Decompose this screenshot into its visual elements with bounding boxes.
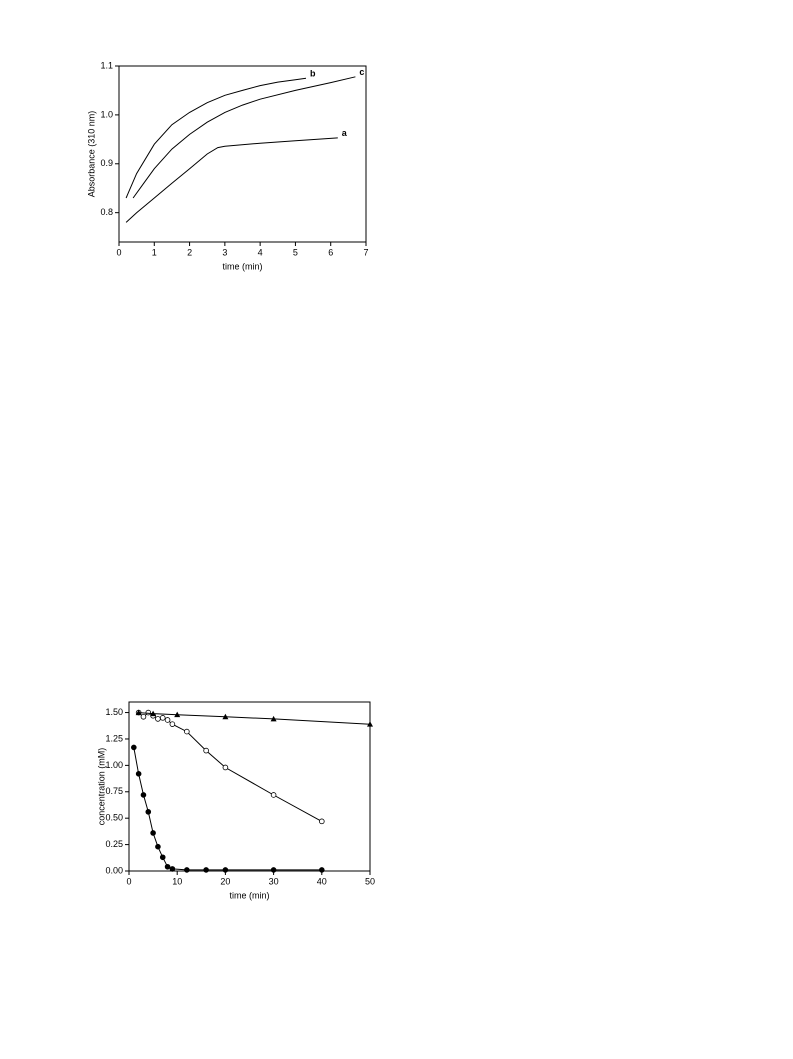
filled-circle-marker (150, 830, 156, 836)
x-tick-label: 5 (293, 247, 298, 257)
x-tick-label: 40 (317, 876, 327, 886)
x-tick-label: 3 (222, 247, 227, 257)
y-tick-label: 1.1 (100, 60, 113, 70)
y-axis-label: concentration (mM) (96, 748, 106, 826)
plot-frame (118, 65, 367, 243)
series-line (125, 137, 338, 223)
x-tick-label: 4 (258, 247, 263, 257)
filled-circle-marker (140, 792, 147, 798)
filled-circle-marker (318, 867, 325, 873)
triangle-marker (367, 721, 373, 727)
open-circle-marker (270, 792, 277, 798)
x-tick-label: 7 (363, 247, 368, 257)
series-line (138, 712, 371, 725)
series-line (132, 76, 356, 199)
filled-circle-marker (131, 744, 137, 751)
series-line (133, 747, 322, 871)
triangle-marker (174, 711, 181, 718)
curve-label: b (310, 69, 316, 79)
curve-label: a (342, 128, 348, 138)
x-axis-label: time (min) (223, 261, 263, 271)
y-tick-label: 1.00 (105, 760, 123, 770)
y-tick-label: 0.8 (100, 207, 113, 217)
triangle-marker (222, 713, 229, 720)
plot-frame (128, 701, 371, 872)
open-circle-marker (164, 717, 171, 723)
filled-circle-marker (145, 809, 152, 815)
filled-circle-marker (203, 867, 209, 873)
open-circle-marker (184, 728, 190, 735)
curve-label: c (359, 67, 364, 77)
y-tick-label: 1.0 (100, 109, 113, 119)
open-circle-marker (159, 715, 166, 721)
triangle-marker (150, 710, 157, 717)
open-circle-marker (203, 747, 209, 754)
filled-circle-marker (169, 866, 176, 872)
y-tick-label: 1.50 (105, 707, 123, 717)
x-tick-label: 1 (152, 247, 157, 257)
filled-circle-marker (270, 867, 277, 873)
triangle-marker (135, 709, 142, 716)
x-axis-label: time (min) (230, 890, 270, 900)
y-tick-label: 0.50 (105, 813, 123, 823)
filled-circle-marker (159, 854, 166, 861)
series-line (125, 77, 307, 199)
open-circle-marker (318, 818, 325, 825)
x-tick-label: 50 (365, 876, 375, 886)
filled-circle-marker (184, 867, 190, 873)
open-circle-marker (169, 721, 176, 727)
y-tick-label: 0.25 (105, 839, 123, 849)
y-tick-label: 0.00 (105, 865, 123, 875)
x-tick-label: 6 (328, 247, 333, 257)
filled-circle-marker (135, 771, 142, 777)
filled-circle-marker (155, 843, 161, 850)
filled-circle-marker (222, 867, 229, 873)
y-tick-label: 0.75 (105, 786, 123, 796)
x-tick-label: 2 (187, 247, 192, 257)
x-tick-label: 20 (220, 876, 230, 886)
x-tick-label: 0 (116, 247, 121, 257)
series-line (138, 711, 323, 822)
y-tick-label: 1.25 (105, 733, 123, 743)
y-tick-label: 0.9 (100, 158, 113, 168)
y-axis-label: Absorbance (310 nm) (86, 111, 96, 198)
x-tick-label: 0 (126, 876, 131, 886)
open-circle-marker (155, 716, 161, 722)
x-tick-label: 10 (172, 876, 182, 886)
triangle-marker (270, 715, 277, 722)
open-circle-marker (222, 764, 229, 771)
open-circle-marker (145, 709, 152, 716)
open-circle-marker (140, 713, 147, 720)
filled-circle-marker (164, 863, 171, 870)
x-tick-label: 30 (269, 876, 279, 886)
